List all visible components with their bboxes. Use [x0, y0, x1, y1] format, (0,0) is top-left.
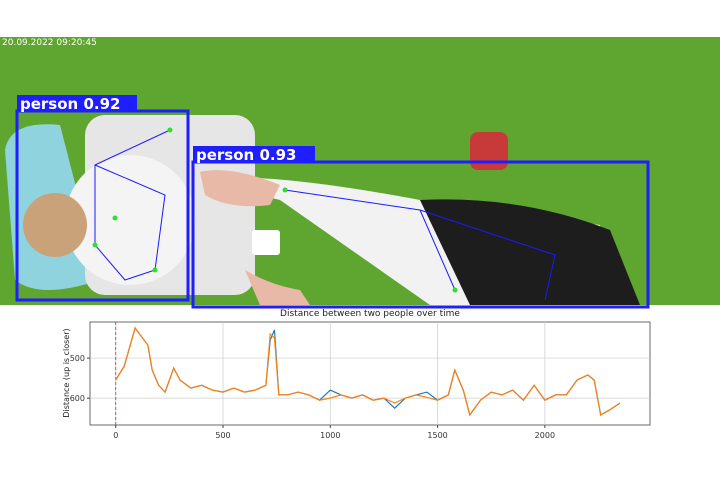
detection-box — [191, 160, 650, 309]
detection-label-bg — [17, 95, 137, 112]
x-tick-label: 0 — [113, 431, 118, 440]
x-tick-label: 1000 — [320, 431, 340, 440]
y-axis-label: Distance (up is closer) — [62, 328, 71, 417]
detection-label: person 0.92 — [20, 95, 120, 113]
x-tick-label: 2000 — [535, 431, 555, 440]
chart-title: Distance between two people over time — [280, 309, 460, 319]
y-tick-label: 500 — [70, 354, 85, 363]
data-line — [115, 326, 621, 417]
plot-frame — [89, 321, 651, 426]
x-tick-label: 1500 — [427, 431, 447, 440]
x-tick-label: 500 — [215, 431, 230, 440]
detection-label-bg — [193, 146, 315, 163]
y-tick-label: 600 — [70, 394, 85, 403]
data-line — [115, 326, 621, 417]
keypoints — [92, 127, 458, 293]
skeleton — [94, 129, 556, 301]
detection-label: person 0.93 — [196, 146, 296, 164]
timestamp: 20.09.2022 09:20:45 — [2, 38, 97, 48]
